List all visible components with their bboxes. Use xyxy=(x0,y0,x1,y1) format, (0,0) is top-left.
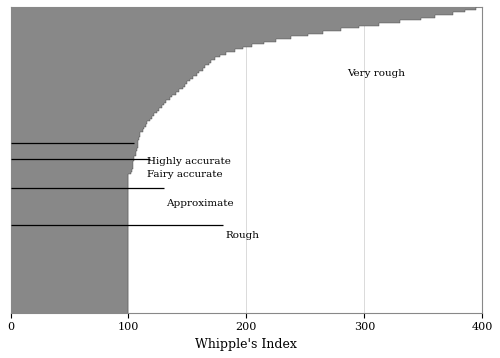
Text: Approximate: Approximate xyxy=(166,199,234,208)
Text: Very rough: Very rough xyxy=(346,69,405,78)
Text: Highly accurate: Highly accurate xyxy=(148,157,231,166)
Text: Rough: Rough xyxy=(225,231,259,240)
Text: Fairy accurate: Fairy accurate xyxy=(148,170,223,179)
X-axis label: Whipple's Index: Whipple's Index xyxy=(196,338,298,351)
Polygon shape xyxy=(10,7,476,313)
